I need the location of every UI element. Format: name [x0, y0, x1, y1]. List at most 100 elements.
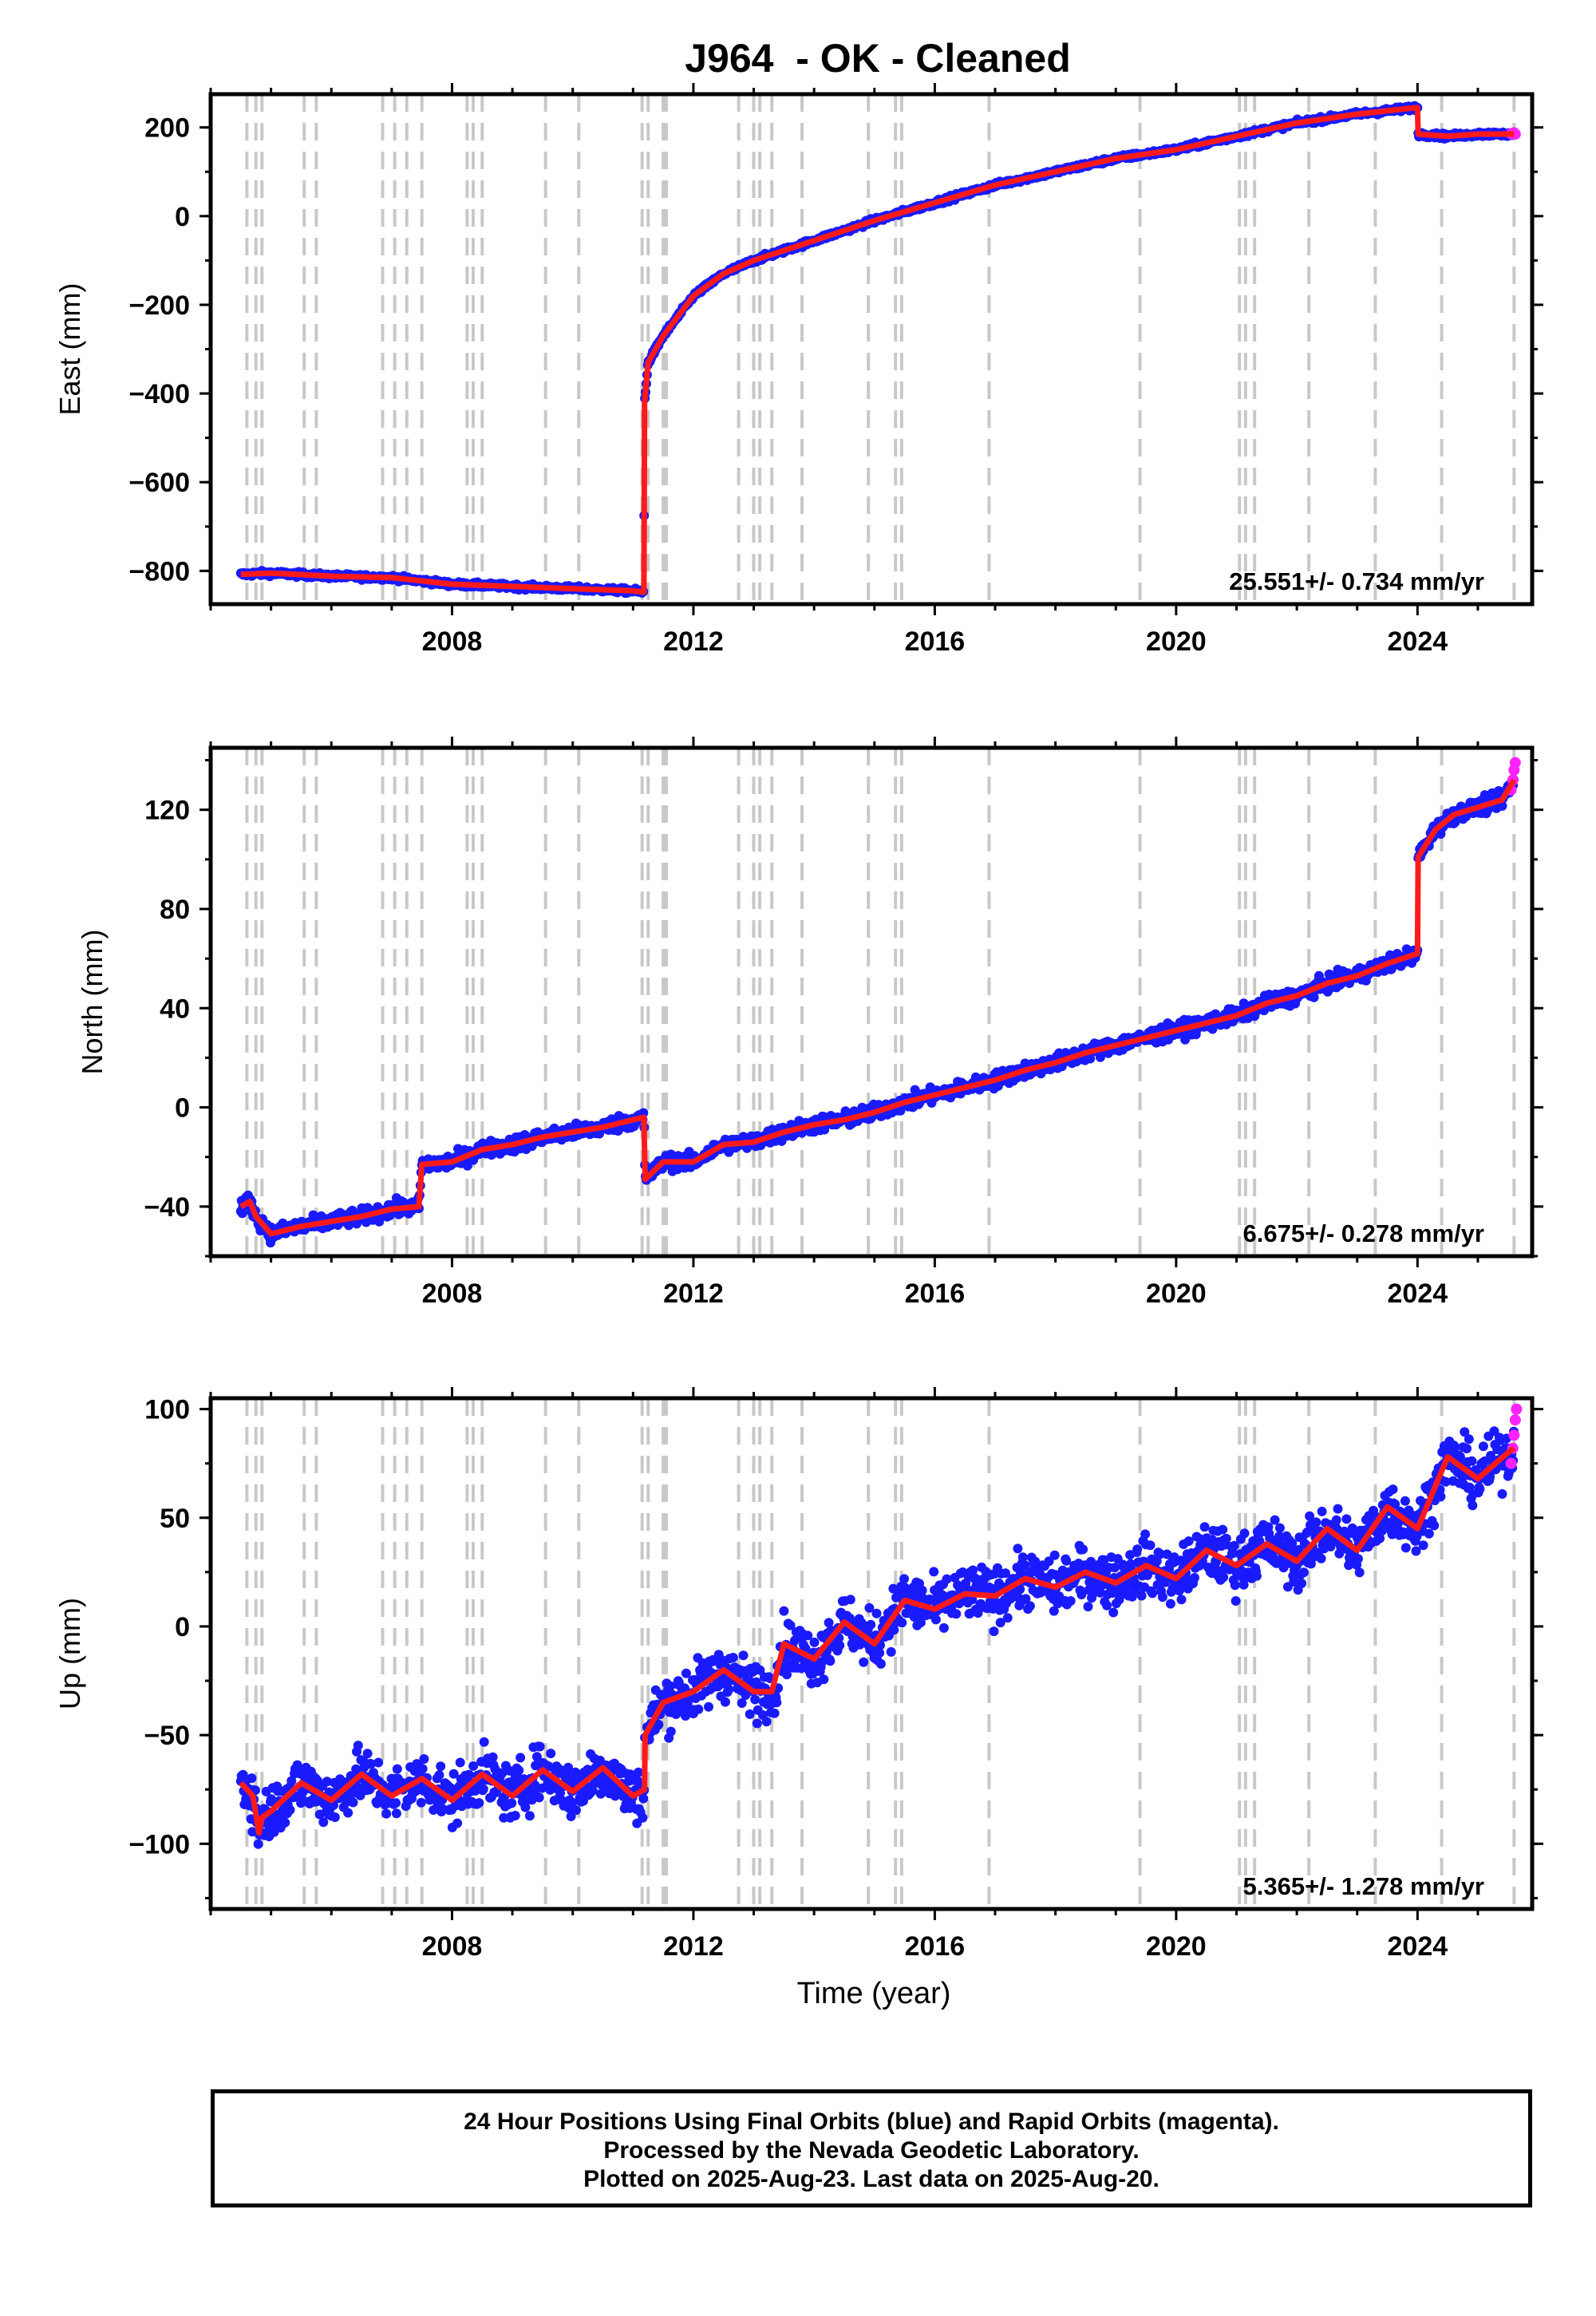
- final-orbit-points: [235, 101, 1519, 599]
- data-point: [704, 1701, 713, 1712]
- data-point: [915, 1618, 926, 1627]
- data-point: [750, 1694, 760, 1705]
- data-point: [520, 1802, 531, 1812]
- x-tick-label: 2016: [905, 1279, 966, 1309]
- data-point: [782, 1670, 792, 1680]
- data-point: [1020, 1560, 1030, 1571]
- data-point: [825, 1656, 836, 1666]
- data-point: [474, 1798, 484, 1808]
- plot-area: [235, 748, 1521, 1256]
- plot-area: [235, 1398, 1523, 1909]
- page-title: J964 - OK - Cleaned: [685, 36, 1071, 81]
- data-point: [353, 1741, 363, 1751]
- data-point: [479, 1737, 489, 1747]
- plot-frame: [208, 745, 1535, 1259]
- y-tick-label: 200: [144, 113, 190, 144]
- data-point: [391, 1808, 401, 1819]
- y-tick-label: 0: [175, 1093, 190, 1124]
- data-point: [280, 1817, 290, 1828]
- data-point: [779, 1606, 789, 1616]
- x-tick-label: 2008: [422, 626, 483, 657]
- x-tick-label: 2012: [663, 626, 724, 657]
- data-point: [478, 1784, 488, 1794]
- data-point: [1077, 1590, 1087, 1599]
- data-point: [665, 1681, 675, 1691]
- data-point: [737, 1698, 747, 1708]
- data-point: [899, 1574, 909, 1584]
- data-point: [769, 1708, 780, 1718]
- data-point: [343, 1808, 354, 1818]
- data-point: [497, 1768, 508, 1778]
- data-point: [1013, 1543, 1023, 1554]
- data-point: [587, 1785, 598, 1796]
- data-point: [514, 1765, 524, 1776]
- data-point: [237, 1208, 247, 1219]
- data-point: [917, 1585, 927, 1595]
- data-point: [419, 1754, 429, 1764]
- data-point: [859, 1657, 869, 1667]
- data-point: [434, 1770, 444, 1780]
- data-point: [1017, 1552, 1028, 1563]
- data-point: [886, 1646, 896, 1657]
- data-point: [507, 1798, 517, 1808]
- x-tick-label: 2020: [1146, 1279, 1207, 1309]
- model-fit-line: [240, 105, 1515, 595]
- data-point: [844, 1613, 855, 1623]
- x-tick-label: 2024: [1388, 1279, 1448, 1309]
- data-point: [1044, 1556, 1054, 1567]
- x-tick-label: 2012: [663, 1279, 724, 1309]
- data-point: [1497, 800, 1507, 811]
- data-point: [638, 1793, 649, 1804]
- velocity-annotation: 6.675+/- 0.278 mm/yr: [1243, 1219, 1484, 1247]
- data-point: [524, 1811, 535, 1821]
- data-point: [681, 1668, 691, 1678]
- data-point: [286, 1776, 297, 1786]
- data-point: [351, 1764, 361, 1774]
- x-tick-label: 2008: [422, 1279, 483, 1309]
- y-tick-label: −200: [128, 290, 190, 321]
- data-point: [989, 1626, 999, 1637]
- data-point: [417, 1764, 428, 1774]
- data-point: [1021, 1594, 1031, 1604]
- plot-area: [235, 94, 1521, 604]
- data-point: [785, 1620, 796, 1630]
- data-point: [455, 1757, 465, 1768]
- data-point: [1015, 1584, 1025, 1595]
- data-point: [888, 1583, 899, 1594]
- velocity-annotation: 25.551+/- 0.734 mm/yr: [1229, 567, 1484, 595]
- data-point: [462, 1160, 472, 1171]
- data-point: [866, 1619, 876, 1630]
- y-tick-label: −400: [128, 379, 190, 409]
- data-point: [819, 1674, 829, 1685]
- data-point: [392, 1764, 402, 1774]
- final-orbit-points: [235, 774, 1519, 1248]
- data-point: [373, 1757, 384, 1768]
- data-point: [530, 1780, 540, 1790]
- data-point: [930, 1614, 941, 1625]
- data-point: [416, 1797, 426, 1808]
- data-point: [238, 1769, 248, 1780]
- data-point: [929, 1567, 939, 1577]
- data-point: [875, 1658, 886, 1669]
- data-point: [824, 1618, 834, 1628]
- data-point: [1049, 1550, 1060, 1560]
- data-point: [410, 1786, 421, 1796]
- data-point: [488, 1752, 498, 1762]
- data-point: [285, 1804, 295, 1815]
- data-point: [720, 1697, 730, 1707]
- data-point: [1001, 1568, 1010, 1579]
- data-point: [951, 1609, 962, 1619]
- data-point: [654, 1719, 664, 1729]
- y-axis-label: East (mm): [53, 283, 86, 416]
- data-point: [968, 1565, 978, 1575]
- data-point: [938, 1622, 949, 1633]
- data-point: [1025, 1601, 1035, 1611]
- y-tick-label: 0: [175, 202, 190, 232]
- data-point: [1085, 1053, 1096, 1064]
- data-point: [1078, 1544, 1088, 1555]
- data-point: [546, 1749, 556, 1759]
- data-point: [864, 1603, 875, 1613]
- data-point: [330, 1812, 340, 1822]
